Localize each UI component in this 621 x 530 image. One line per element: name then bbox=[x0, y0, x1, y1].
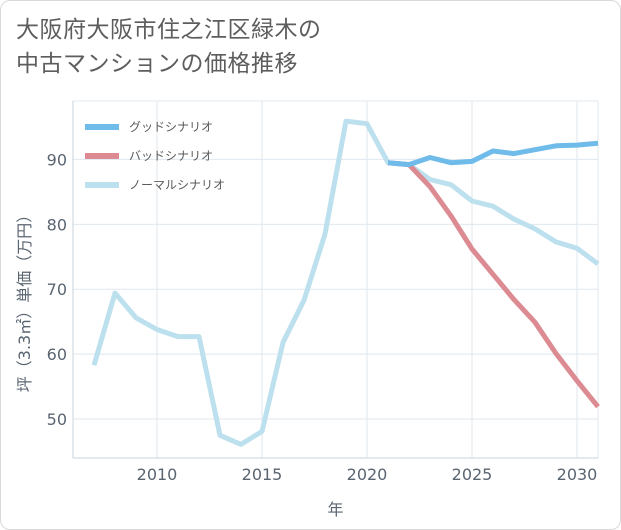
y-axis-title: 坪（3.3㎡）単価（万円） bbox=[15, 207, 34, 392]
chart-axes bbox=[72, 101, 598, 459]
legend-label-1: バッドシナリオ bbox=[129, 149, 213, 163]
chart-title-line-2: 中古マンションの価格推移 bbox=[16, 51, 298, 77]
chart-series bbox=[91, 118, 600, 447]
y-tick-label: 60 bbox=[47, 345, 67, 364]
x-tick-label: 2010 bbox=[137, 465, 178, 484]
y-tick-label: 80 bbox=[47, 215, 67, 234]
series-line-2 bbox=[91, 118, 600, 447]
chart-ticks: 2010 2015 2020 2025 2030 50 60 70 80 90 bbox=[47, 150, 598, 484]
legend-label-0: グッドシナリオ bbox=[129, 120, 213, 134]
legend-label-2: ノーマルシナリオ bbox=[129, 178, 225, 192]
y-tick-label: 90 bbox=[47, 150, 67, 169]
x-tick-label: 2025 bbox=[452, 465, 493, 484]
y-tick-label: 50 bbox=[47, 410, 67, 429]
x-axis-title: 年 bbox=[327, 500, 343, 519]
x-tick-label: 2015 bbox=[242, 465, 283, 484]
x-tick-label: 2020 bbox=[347, 465, 388, 484]
x-tick-label: 2030 bbox=[557, 465, 598, 484]
y-tick-label: 70 bbox=[47, 280, 67, 299]
series-line-1 bbox=[387, 160, 600, 409]
chart-title-line-1: 大阪府大阪市住之江区緑木の bbox=[16, 17, 322, 43]
series-line-0 bbox=[387, 140, 599, 168]
chart-title: 大阪府大阪市住之江区緑木の 中古マンションの価格推移 bbox=[16, 13, 606, 81]
